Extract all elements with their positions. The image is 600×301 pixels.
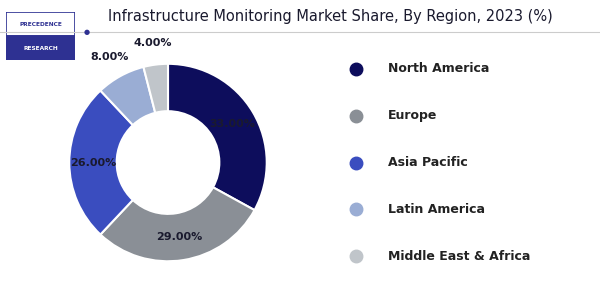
Text: Latin America: Latin America xyxy=(388,203,485,216)
Wedge shape xyxy=(100,187,254,261)
Text: 29.00%: 29.00% xyxy=(157,232,203,242)
Bar xyxy=(6,12,75,36)
Wedge shape xyxy=(100,67,155,125)
Text: ●: ● xyxy=(84,29,90,35)
Text: 33.00%: 33.00% xyxy=(209,119,256,129)
Text: Middle East & Africa: Middle East & Africa xyxy=(388,250,530,263)
Wedge shape xyxy=(69,91,133,234)
Bar xyxy=(6,36,75,60)
Text: North America: North America xyxy=(388,62,490,75)
Text: 26.00%: 26.00% xyxy=(70,157,116,168)
Text: Europe: Europe xyxy=(388,109,437,122)
Wedge shape xyxy=(168,64,267,210)
Wedge shape xyxy=(143,64,168,113)
Text: PRECEDENCE: PRECEDENCE xyxy=(19,22,62,26)
Text: 8.00%: 8.00% xyxy=(91,52,129,62)
Text: 4.00%: 4.00% xyxy=(134,38,172,48)
Text: Infrastructure Monitoring Market Share, By Region, 2023 (%): Infrastructure Monitoring Market Share, … xyxy=(107,9,553,24)
Text: RESEARCH: RESEARCH xyxy=(23,46,58,51)
Text: Asia Pacific: Asia Pacific xyxy=(388,156,468,169)
